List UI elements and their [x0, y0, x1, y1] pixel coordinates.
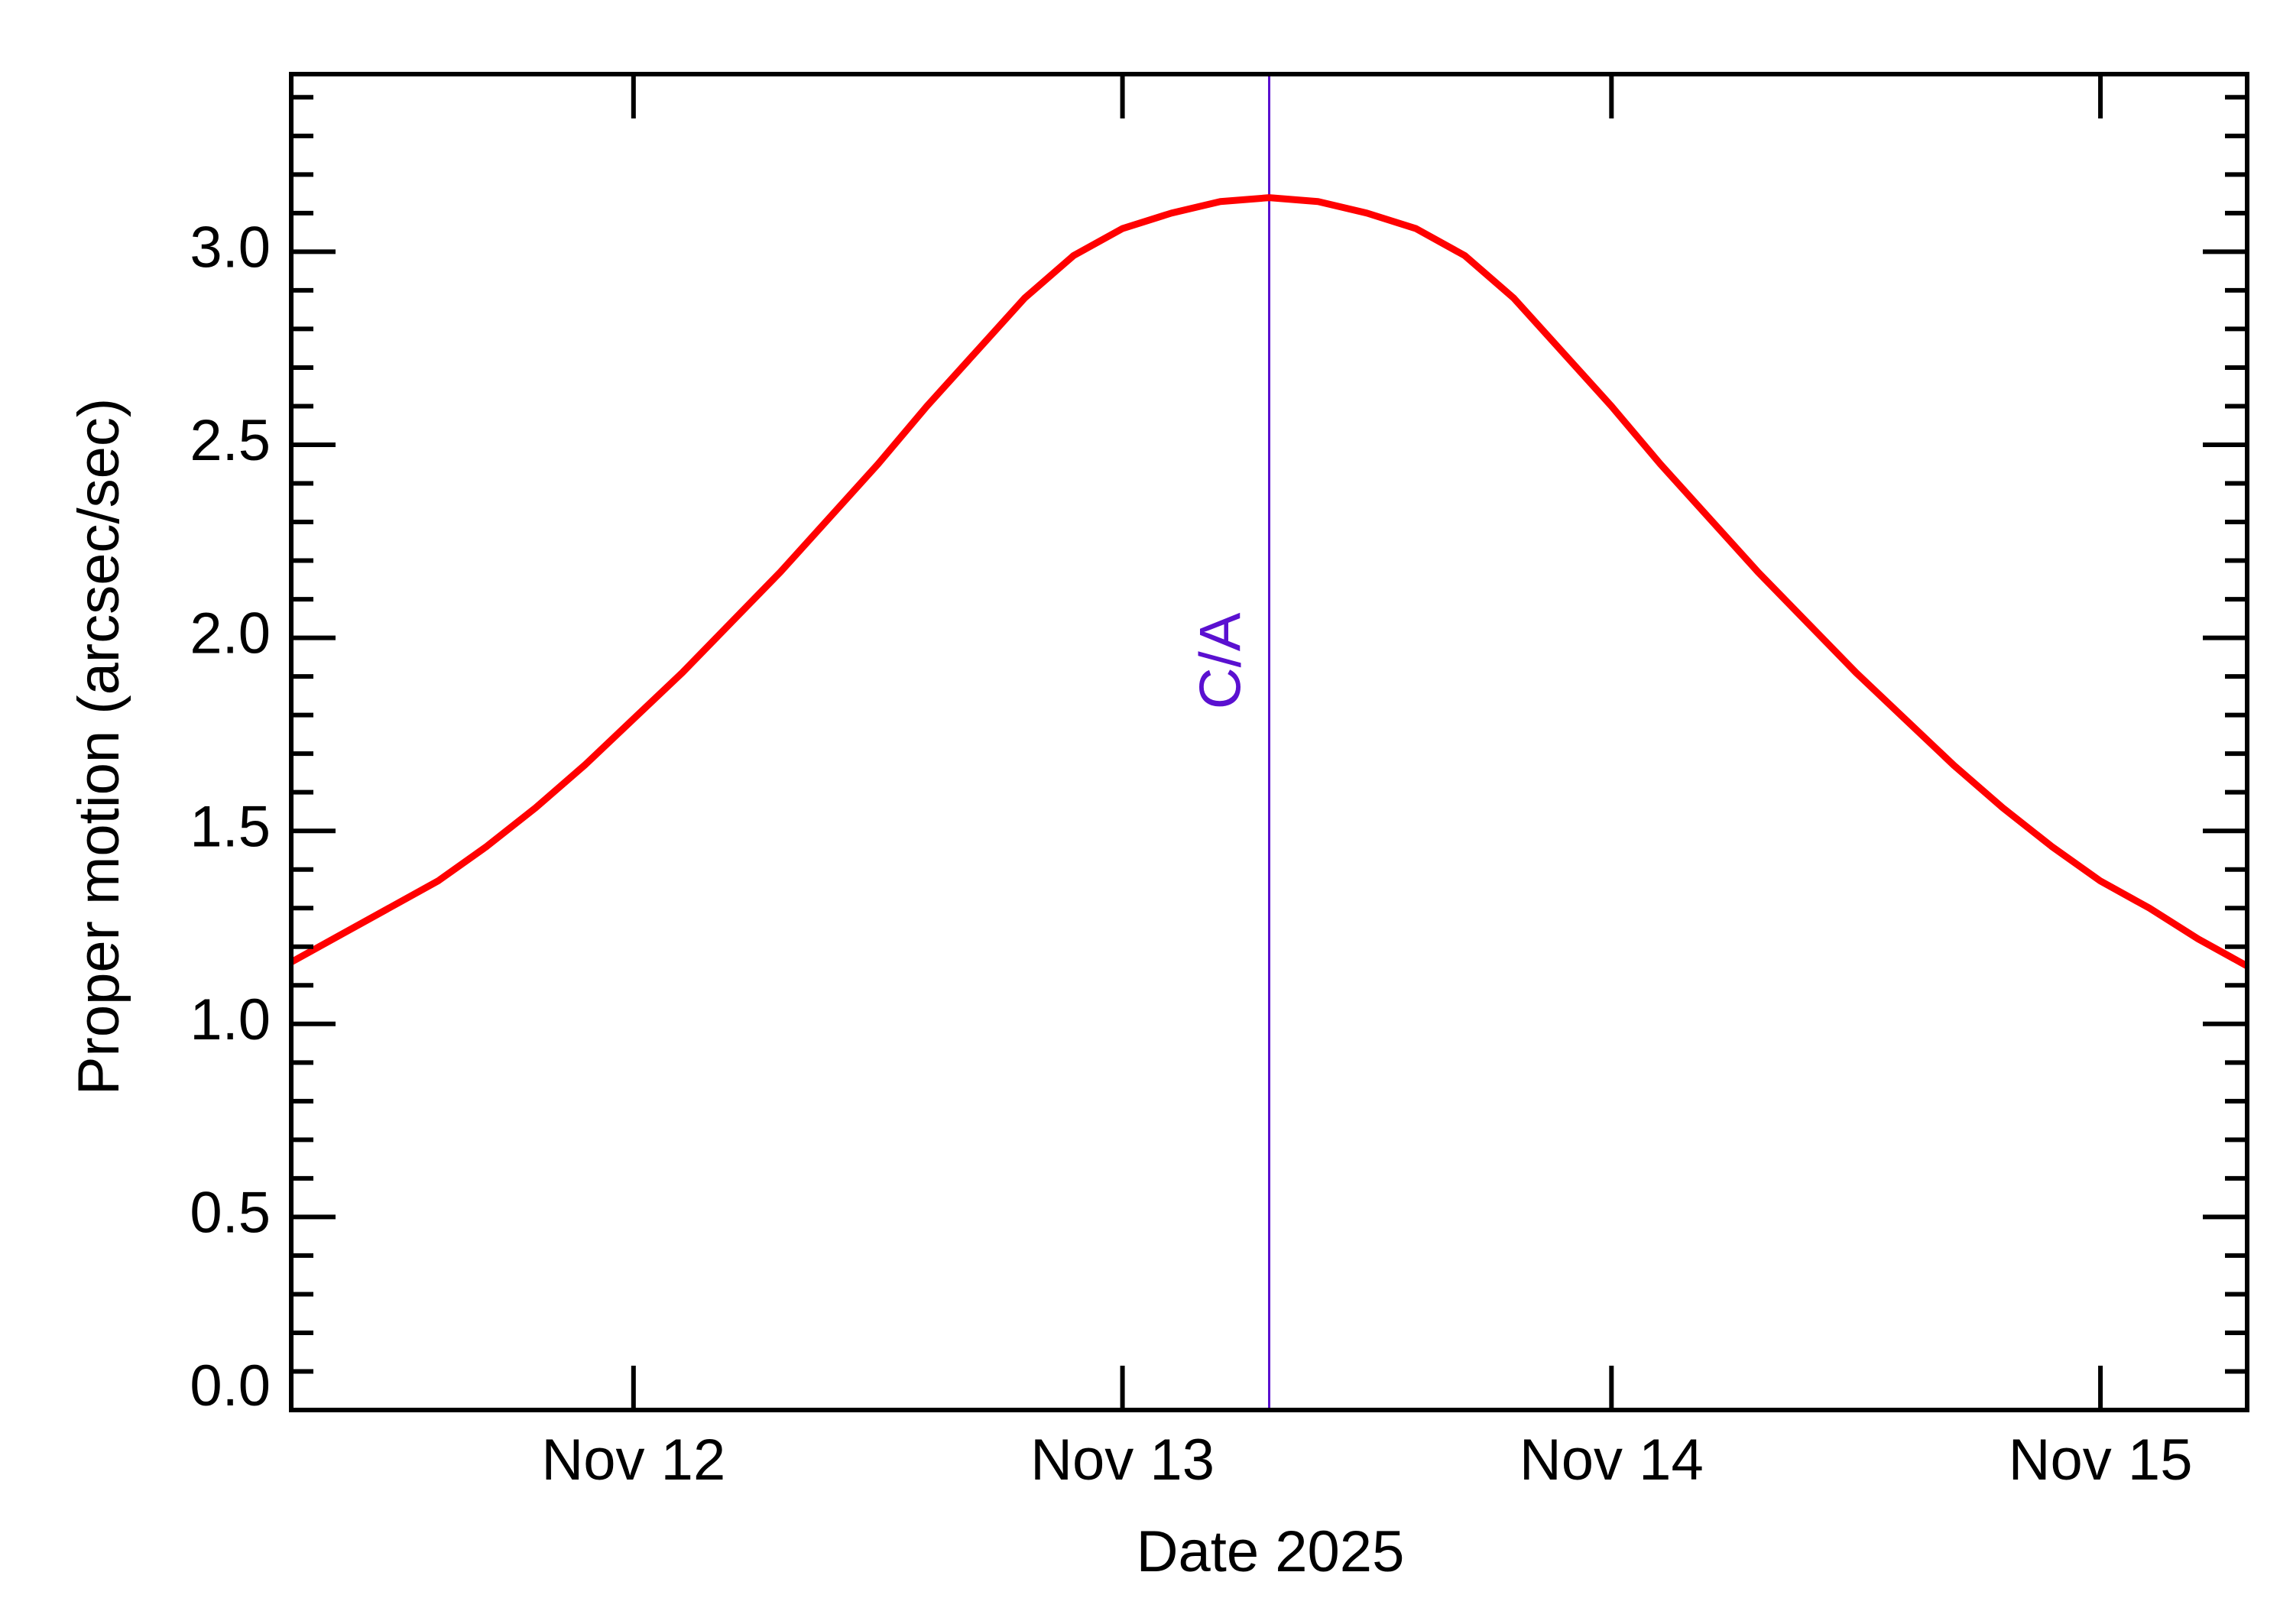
y-tick-label: 0.5: [190, 1180, 271, 1245]
x-tick-label: Nov 13: [1030, 1428, 1215, 1493]
y-tick-label: 2.5: [190, 408, 271, 473]
y-tick-label: 1.0: [190, 987, 271, 1052]
y-tick-label: 3.0: [190, 215, 271, 280]
x-tick-label: Nov 12: [541, 1428, 725, 1493]
x-tick-label: Nov 14: [1519, 1428, 1704, 1493]
x-tick-label: Nov 15: [2009, 1428, 2193, 1493]
data-line: [289, 194, 2249, 969]
y-axis-label: Proper motion (arcsec/sec): [66, 398, 131, 1095]
closest-approach-label: C/A: [1189, 612, 1254, 709]
x-axis-label: Date 2025: [1137, 1519, 1405, 1584]
y-tick-label: 1.5: [190, 794, 271, 859]
y-tick-label: 0.0: [190, 1353, 271, 1418]
y-tick-label: 2.0: [190, 601, 271, 666]
plot-frame: [289, 72, 2249, 1412]
